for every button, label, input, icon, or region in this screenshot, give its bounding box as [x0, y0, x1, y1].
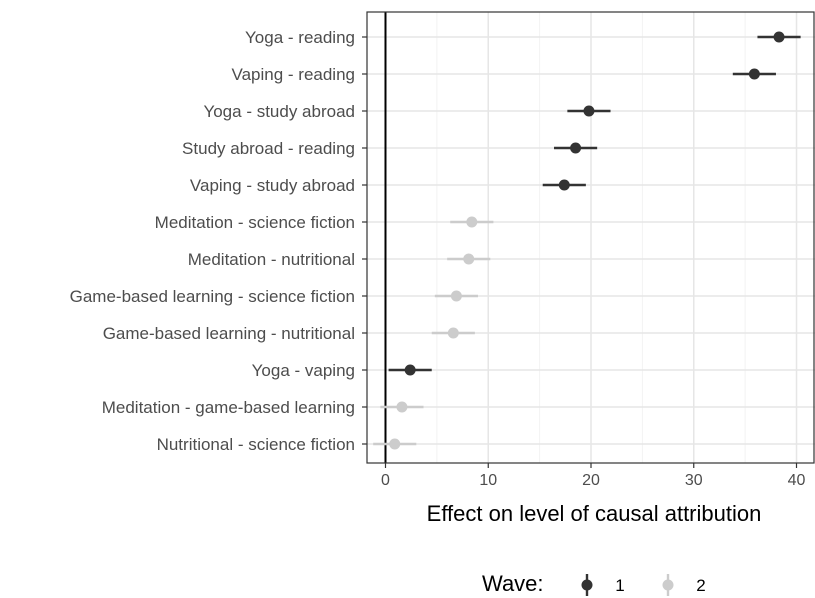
- legend-title: Wave:: [482, 571, 544, 596]
- estimate-point: [466, 216, 478, 228]
- y-tick-label: Meditation - science fiction: [155, 213, 355, 232]
- x-tick-label: 30: [685, 472, 703, 489]
- legend-label: 2: [696, 576, 705, 595]
- estimate-point: [570, 142, 582, 154]
- estimate-point: [463, 253, 475, 265]
- estimate-point: [404, 364, 416, 376]
- estimate-points: [389, 31, 785, 450]
- x-tick-label: 20: [582, 472, 600, 489]
- x-axis-ticks: 0 10 20 30 40: [381, 463, 806, 489]
- y-tick-label: Game-based learning - science fiction: [70, 287, 355, 306]
- estimate-point: [558, 179, 570, 191]
- y-tick-label: Yoga - study abroad: [203, 102, 355, 121]
- estimate-point: [583, 105, 595, 117]
- estimate-point: [748, 68, 760, 80]
- x-tick-label: 10: [479, 472, 497, 489]
- legend-key-point: [581, 579, 593, 591]
- estimate-point: [773, 31, 785, 43]
- y-tick-label: Vaping - study abroad: [190, 176, 355, 195]
- legend-key-point: [662, 579, 674, 591]
- x-axis-title: Effect on level of causal attribution: [427, 501, 762, 526]
- estimate-point: [450, 290, 462, 302]
- y-axis-labels: Yoga - reading Vaping - reading Yoga - stu…: [70, 28, 367, 454]
- y-tick-label: Game-based learning - nutritional: [103, 324, 355, 343]
- y-tick-label: Yoga - vaping: [252, 361, 355, 380]
- estimate-point: [447, 327, 459, 339]
- estimate-point: [389, 438, 401, 450]
- estimate-point: [396, 401, 408, 413]
- y-tick-label: Meditation - nutritional: [188, 250, 355, 269]
- legend-item-wave-2: 2: [662, 574, 706, 596]
- x-tick-label: 0: [381, 472, 390, 489]
- legend: Wave: 1 2: [482, 571, 706, 596]
- legend-label: 1: [615, 576, 624, 595]
- y-tick-label: Yoga - reading: [245, 28, 355, 47]
- y-tick-label: Vaping - reading: [232, 65, 356, 84]
- y-tick-label: Nutritional - science fiction: [157, 435, 355, 454]
- y-tick-label: Meditation - game-based learning: [102, 398, 355, 417]
- x-tick-label: 40: [788, 472, 806, 489]
- grid-lines: [367, 12, 815, 463]
- y-tick-label: Study abroad - reading: [182, 139, 355, 158]
- legend-item-wave-1: 1: [581, 574, 625, 596]
